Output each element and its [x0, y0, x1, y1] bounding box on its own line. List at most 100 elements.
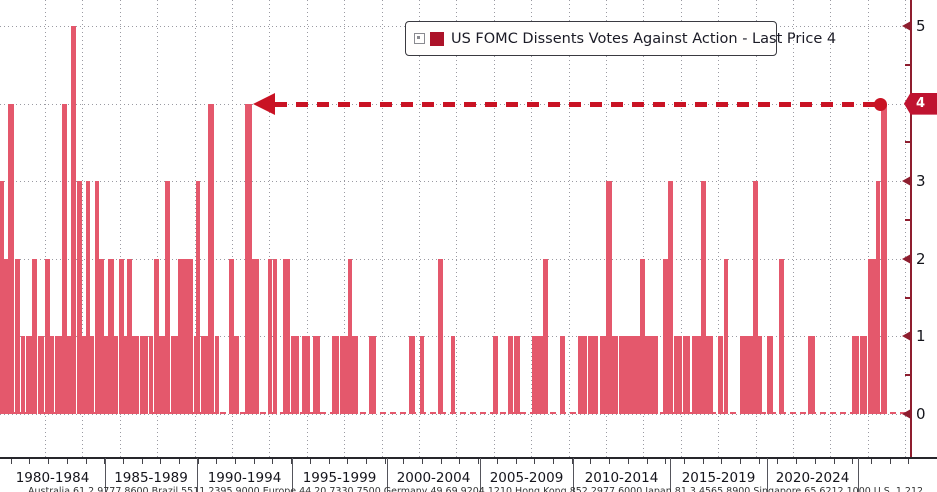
bar	[640, 258, 645, 414]
v-gridline	[569, 0, 570, 457]
bar	[313, 336, 320, 414]
bar	[268, 258, 272, 414]
bar	[67, 336, 71, 414]
bar	[71, 26, 76, 414]
x-section-label: 2005-2009	[489, 470, 564, 486]
x-section-separator	[480, 458, 481, 492]
bar	[32, 258, 37, 414]
x-year-tick	[441, 459, 442, 464]
bar	[674, 336, 682, 414]
plot-area	[0, 0, 910, 457]
bar	[273, 258, 277, 414]
x-year-tick	[740, 459, 741, 464]
v-gridline	[120, 0, 121, 457]
bar	[82, 336, 86, 414]
bar	[196, 181, 200, 414]
x-year-tick	[198, 459, 199, 464]
x-section-separator	[767, 458, 768, 492]
x-year-tick	[665, 459, 666, 464]
x-year-tick	[553, 459, 554, 464]
bar	[215, 336, 219, 414]
bar	[409, 336, 415, 414]
bar	[420, 336, 424, 414]
x-year-tick	[310, 459, 311, 464]
v-gridline	[718, 0, 719, 457]
x-year-tick	[86, 459, 87, 464]
x-year-tick	[609, 459, 610, 464]
y-minor-tick	[905, 374, 911, 377]
bar	[514, 336, 520, 414]
x-year-tick	[572, 459, 573, 464]
x-section-label: 2010-2014	[584, 470, 659, 486]
bar	[124, 336, 127, 414]
y-tick-arrow-icon	[902, 331, 911, 342]
x-year-tick	[142, 459, 143, 464]
bar	[291, 336, 299, 414]
v-gridline	[830, 0, 831, 457]
bar	[171, 336, 178, 414]
bar	[26, 336, 32, 414]
bar	[606, 181, 612, 414]
x-year-tick	[235, 459, 236, 464]
bar	[99, 258, 104, 414]
bar	[612, 336, 618, 414]
bar	[165, 181, 170, 414]
x-year-tick	[478, 459, 479, 464]
bar	[302, 336, 310, 414]
bar	[543, 258, 548, 414]
v-gridline	[45, 0, 46, 457]
legend-expand-icon[interactable]	[414, 33, 425, 44]
y-minor-tick	[905, 141, 911, 144]
x-section-label: 1990-1994	[207, 470, 282, 486]
x-year-tick	[29, 459, 30, 464]
x-axis-line	[0, 457, 937, 459]
x-year-tick	[67, 459, 68, 464]
x-year-tick	[254, 459, 255, 464]
y-axis-line	[910, 0, 912, 457]
bar	[692, 336, 701, 414]
bar	[21, 336, 25, 414]
y-tick-arrow-icon	[902, 253, 911, 264]
bar	[127, 258, 132, 414]
v-gridline	[307, 0, 308, 457]
footer-text: Australia 61 2 9777 8600 Brazil 5511 239…	[28, 486, 923, 492]
y-minor-tick	[905, 296, 911, 299]
bar	[860, 336, 867, 414]
annotation-arrowhead-icon	[253, 92, 275, 115]
bar	[234, 336, 239, 414]
legend-box[interactable]: US FOMC Dissents Votes Against Action - …	[405, 21, 836, 56]
x-year-tick	[590, 459, 591, 464]
x-year-tick	[777, 459, 778, 464]
bar	[645, 336, 658, 414]
bar	[451, 336, 455, 414]
y-tick-arrow-icon	[902, 176, 911, 187]
y-tick-arrow-icon	[902, 409, 911, 419]
bar	[753, 181, 758, 414]
y-tick-label: 2	[916, 249, 926, 268]
bar	[154, 258, 159, 414]
bar	[560, 336, 565, 414]
y-tick-label: 0	[916, 405, 926, 423]
bar	[194, 336, 196, 414]
x-year-tick	[852, 459, 853, 464]
x-year-tick	[123, 459, 124, 464]
x-year-tick	[48, 459, 49, 464]
bar	[369, 336, 376, 414]
bar	[140, 336, 148, 414]
bar	[438, 258, 443, 414]
x-year-tick	[497, 459, 498, 464]
bar	[332, 336, 339, 414]
x-year-tick	[403, 459, 404, 464]
x-year-tick	[759, 459, 760, 464]
x-year-tick	[291, 459, 292, 464]
v-gridline	[269, 0, 270, 457]
y-tick-label: 3	[916, 172, 926, 191]
x-year-tick	[366, 459, 367, 464]
x-year-tick	[796, 459, 797, 464]
bar	[740, 336, 753, 414]
v-gridline	[82, 0, 83, 457]
bar	[8, 103, 14, 414]
bar	[229, 258, 234, 414]
bar	[15, 258, 20, 414]
